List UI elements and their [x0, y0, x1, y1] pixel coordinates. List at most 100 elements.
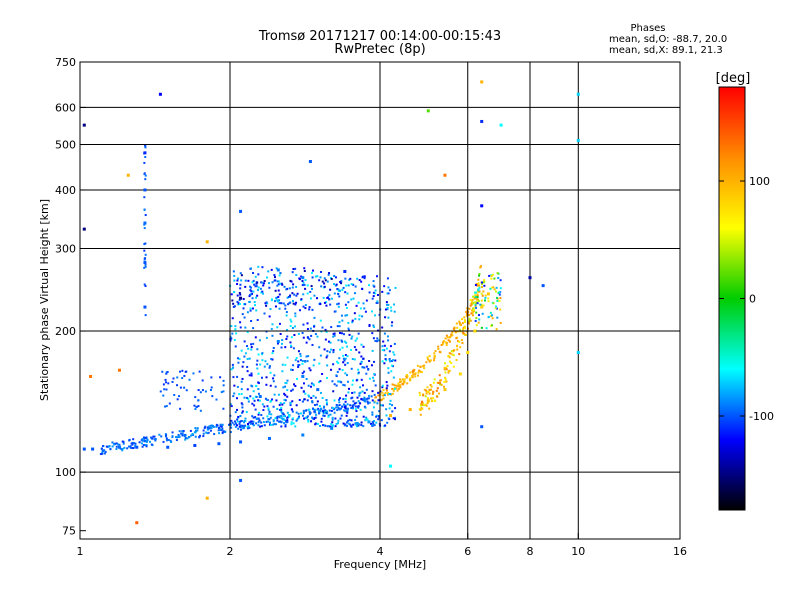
echo-dot	[210, 386, 213, 389]
echo-dot	[246, 345, 249, 348]
echo-dot	[291, 327, 294, 330]
echo-dot	[145, 440, 148, 443]
echo-dot	[371, 399, 374, 402]
echo-dot	[278, 274, 281, 277]
echo-dot	[344, 303, 347, 306]
echo-dot	[387, 367, 390, 370]
echo-dot	[306, 322, 309, 325]
echo-dot	[317, 410, 320, 413]
echo-dot	[284, 307, 287, 310]
echo-dot	[360, 424, 363, 427]
echo-dot	[239, 293, 242, 296]
echo-dot	[245, 396, 248, 399]
echo-dot	[466, 307, 469, 310]
data-point	[576, 139, 580, 143]
echo-dot	[252, 416, 255, 419]
echo-dot	[283, 418, 286, 421]
echo-dot	[297, 360, 300, 363]
echo-dot	[483, 280, 486, 283]
echo-dot	[144, 146, 147, 149]
echo-dot	[347, 284, 350, 287]
echo-dot	[212, 425, 215, 428]
echo-dot	[260, 414, 263, 417]
echo-dot	[422, 394, 425, 397]
echo-dot	[151, 437, 154, 440]
echo-dot	[270, 399, 273, 402]
echo-dot	[254, 408, 257, 411]
echo-dot	[304, 287, 307, 290]
echo-dot	[267, 408, 270, 411]
echo-dot	[424, 395, 427, 398]
echo-dot	[122, 440, 125, 443]
echo-dot	[326, 376, 329, 379]
echo-dot	[323, 411, 326, 414]
echo-dot	[464, 327, 467, 330]
echo-dot	[307, 355, 310, 358]
echo-dot	[359, 362, 362, 365]
echo-dot	[426, 386, 429, 389]
echo-dot	[359, 402, 362, 405]
echo-dot	[324, 411, 327, 414]
echo-dot	[327, 414, 330, 417]
echo-dot	[342, 354, 345, 357]
echo-dot	[143, 223, 146, 226]
echo-dot	[221, 431, 224, 434]
echo-dot	[307, 418, 310, 421]
echo-dot	[240, 428, 243, 431]
echo-dot	[367, 402, 370, 405]
echo-dot	[233, 279, 236, 282]
echo-dot	[310, 420, 313, 423]
echo-dot	[298, 277, 301, 280]
echo-dot	[475, 311, 478, 314]
echo-dot	[372, 424, 375, 427]
echo-dot	[238, 393, 241, 396]
echo-dot	[333, 292, 336, 295]
echo-dot	[364, 418, 367, 421]
echo-dot	[284, 394, 287, 397]
echo-dot	[301, 331, 304, 334]
echo-dot	[372, 379, 375, 382]
echo-dot	[127, 445, 130, 448]
echo-dot	[322, 409, 325, 412]
data-point	[486, 292, 490, 296]
echo-dot	[346, 355, 349, 358]
echo-dot	[326, 350, 329, 353]
echo-dot	[285, 288, 288, 291]
echo-dot	[333, 411, 336, 414]
echo-dot	[354, 405, 357, 408]
x-axis-label: Frequency [MHz]	[334, 558, 426, 571]
echo-dot	[299, 355, 302, 358]
echo-dot	[273, 374, 276, 377]
echo-dot	[399, 384, 402, 387]
echo-dot	[165, 439, 168, 442]
echo-dot	[448, 340, 451, 343]
legend-heading: Phases	[630, 23, 665, 34]
echo-dot	[244, 352, 247, 355]
echo-dot	[478, 274, 481, 277]
echo-dot	[372, 406, 375, 409]
echo-dot	[252, 342, 255, 345]
echo-dot	[361, 288, 364, 291]
echo-dot	[420, 404, 423, 407]
echo-dot	[398, 385, 401, 388]
echo-dot	[352, 403, 355, 406]
echo-dot	[316, 403, 319, 406]
echo-dot	[350, 419, 353, 422]
echo-dot	[357, 406, 360, 409]
echo-dot	[126, 447, 129, 450]
echo-dot	[382, 389, 385, 392]
echo-dot	[275, 267, 278, 270]
echo-dot	[142, 444, 145, 447]
echo-dot	[270, 268, 273, 271]
echo-dot	[249, 293, 252, 296]
echo-dot	[345, 421, 348, 424]
echo-dot	[242, 307, 245, 310]
echo-dot	[282, 386, 285, 389]
echo-dot	[237, 277, 240, 280]
echo-dot	[427, 390, 430, 393]
echo-dot	[367, 394, 370, 397]
echo-dot	[470, 302, 473, 305]
echo-dot	[311, 308, 314, 311]
echo-dot	[248, 295, 251, 298]
echo-dot	[362, 345, 365, 348]
